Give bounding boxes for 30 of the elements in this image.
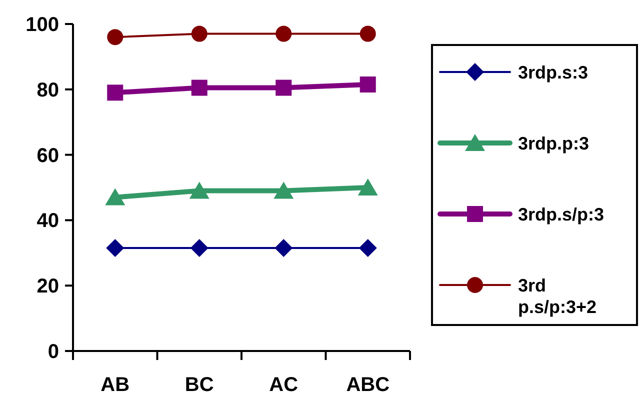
- point: [105, 188, 126, 206]
- point: [190, 238, 208, 257]
- x-tick-label: AC: [269, 374, 298, 396]
- point: [191, 80, 208, 96]
- point: [107, 29, 124, 46]
- y-tick-label: 80: [36, 79, 59, 102]
- legend-label: 3rdp.s:3: [518, 62, 588, 82]
- point: [191, 26, 208, 42]
- y-tick-label: 100: [26, 14, 59, 36]
- point: [360, 26, 376, 42]
- y-tick-label: 0: [48, 341, 59, 363]
- point: [276, 80, 292, 96]
- point: [274, 182, 294, 199]
- point: [107, 84, 124, 101]
- legend-label: 3rd p.s/p:3+2: [518, 275, 597, 317]
- point: [106, 238, 124, 257]
- x-tick-label: AB: [100, 374, 130, 396]
- y-tick-label: 20: [36, 276, 59, 298]
- legend-label: 3rdp.p:3: [518, 133, 590, 154]
- point: [274, 238, 293, 257]
- x-tick-label: ABC: [346, 374, 390, 396]
- y-tick-label: 40: [36, 210, 59, 232]
- point: [358, 238, 377, 257]
- point: [360, 76, 376, 92]
- legend-label: 3rdp.s/p:3: [518, 204, 604, 224]
- x-tick-label: BC: [184, 374, 214, 396]
- point: [358, 178, 378, 196]
- point: [189, 182, 210, 199]
- point: [276, 26, 292, 42]
- y-tick-label: 60: [36, 144, 59, 167]
